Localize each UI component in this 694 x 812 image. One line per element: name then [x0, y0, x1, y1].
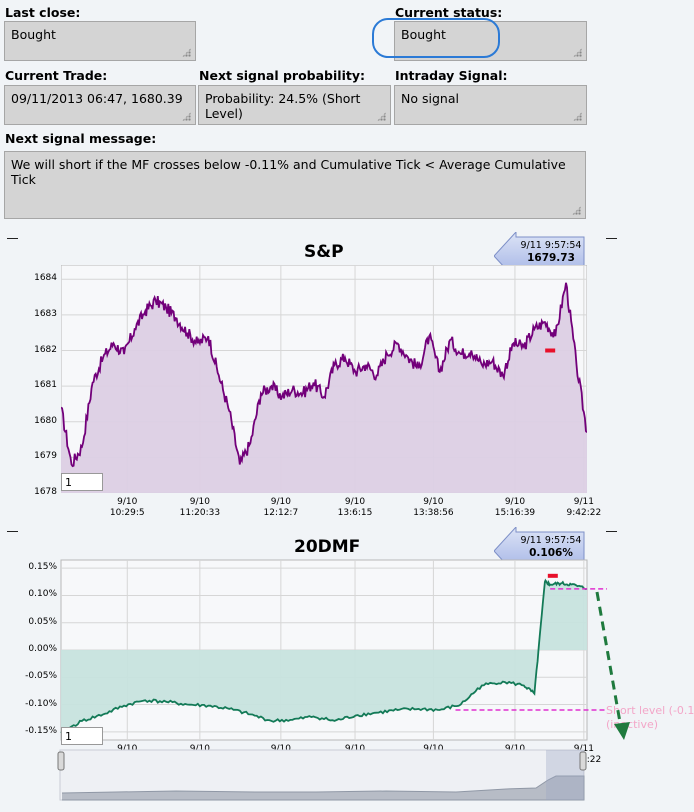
- mf-y-tick: 0.05%: [28, 616, 57, 627]
- x-tick-date: 9/10: [189, 497, 210, 507]
- x-tick-date: 9/10: [117, 744, 138, 754]
- sp-y-tick: 1682: [34, 344, 57, 355]
- x-tick-date: 9/10: [117, 497, 138, 507]
- current-trade-value: 09/11/2013 06:47, 1680.39: [11, 91, 183, 106]
- mf-y-tick: 0.10%: [28, 589, 57, 600]
- mf-y-tick: 0.15%: [28, 562, 57, 573]
- sp-x-tick: 9/10 15:16:39: [480, 497, 550, 519]
- mf-y-tick: -0.15%: [25, 725, 57, 736]
- current-status-value: Bought: [401, 27, 446, 42]
- current-trade-field[interactable]: 09/11/2013 06:47, 1680.39: [4, 85, 196, 125]
- sp-x-tick: 9/11 9:42:22: [549, 497, 619, 519]
- sp-x-tick: 9/10 12:12:7: [246, 497, 316, 519]
- resize-grip-icon[interactable]: [377, 112, 386, 121]
- x-tick-time: 15:16:39: [494, 508, 536, 518]
- mf-chart-plot[interactable]: [60, 559, 607, 741]
- mf-chart-title: 20DMF: [294, 537, 361, 557]
- last-close-field[interactable]: Bought: [4, 21, 196, 61]
- mf-area: [61, 580, 587, 733]
- next-signal-probability-label: Next signal probability:: [199, 68, 365, 83]
- mf-tooltip: 9/11 9:57:54 0.106%: [516, 535, 586, 560]
- resize-grip-icon[interactable]: [573, 112, 582, 121]
- sp-y-tick: 1680: [34, 415, 57, 426]
- x-tick-time: 13:6:15: [337, 508, 373, 518]
- x-tick-time: 13:38:56: [413, 508, 454, 518]
- sp-tooltip-value: 1679.73: [527, 252, 575, 264]
- x-tick-date: 9/10: [504, 744, 526, 754]
- sp-y-tick: 1679: [34, 451, 57, 462]
- x-tick-date: 9/10: [504, 497, 526, 507]
- x-tick-time: 11:20:33: [179, 508, 221, 518]
- short-level-label: Short level (-0.1: [606, 704, 694, 717]
- x-tick-time: 9:42:22: [566, 508, 602, 518]
- range-navigator[interactable]: [56, 748, 588, 802]
- x-tick-date: 9/10: [270, 497, 291, 507]
- next-signal-probability-field[interactable]: Probability: 24.5% (Short Level): [198, 85, 391, 125]
- sp-y-tick: 1683: [34, 308, 57, 319]
- range-handle-left-icon[interactable]: [57, 751, 65, 771]
- intraday-signal-label: Intraday Signal:: [395, 68, 508, 83]
- next-signal-probability-value: Probability: 24.5% (Short Level): [205, 91, 361, 121]
- sp-tooltip-time: 9/11 9:57:54: [520, 240, 582, 251]
- sp-chart-title: S&P: [304, 242, 344, 262]
- x-tick-date: 9/11: [573, 497, 594, 507]
- x-tick-date: 9/10: [189, 744, 210, 754]
- collapse-icon[interactable]: [606, 531, 617, 532]
- last-close-value: Bought: [11, 27, 56, 42]
- collapse-icon[interactable]: [7, 531, 18, 532]
- resize-grip-icon[interactable]: [182, 48, 191, 57]
- mf-tooltip-time: 9/11 9:57:54: [520, 535, 582, 546]
- x-tick-date: 9/10: [270, 744, 291, 754]
- short-arrow-annotation: [595, 591, 630, 740]
- sp-x-tick: 9/10 10:29:5: [92, 497, 162, 519]
- x-tick-date: 9/10: [423, 744, 444, 754]
- arrow-head-icon: [614, 722, 630, 740]
- x-tick-time: 12:12:7: [263, 508, 299, 518]
- sp-y-tick: 1678: [34, 487, 57, 497]
- x-tick-date: 9/10: [423, 497, 444, 507]
- mf-tooltip-value: 0.106%: [529, 547, 573, 559]
- current-status-field[interactable]: Bought: [394, 21, 587, 61]
- intraday-signal-value: No signal: [401, 91, 459, 106]
- mf-y-tick: 0.00%: [28, 644, 57, 654]
- resize-grip-icon[interactable]: [573, 48, 582, 57]
- resize-grip-icon[interactable]: [182, 112, 191, 121]
- mf-period-input[interactable]: 1: [61, 727, 103, 745]
- status-highlight-oval: [372, 18, 500, 58]
- mf-current-marker: [547, 573, 558, 578]
- sp-y-tick: 1681: [34, 380, 57, 391]
- collapse-icon[interactable]: [7, 238, 18, 239]
- next-signal-message-value: We will short if the MF crosses below -0…: [11, 157, 566, 187]
- sp-x-tick: 9/10 13:6:15: [320, 497, 390, 519]
- x-tick-date: 9/11: [573, 744, 594, 754]
- sp-tooltip: 9/11 9:57:54 1679.73: [516, 240, 586, 265]
- sp-x-tick: 9/10 11:20:33: [165, 497, 235, 519]
- next-signal-message-field[interactable]: We will short if the MF crosses below -0…: [4, 151, 586, 219]
- x-tick-date: 9/10: [344, 744, 366, 754]
- sp-area: [61, 282, 587, 493]
- x-tick-time: 10:29:5: [109, 508, 145, 518]
- next-signal-message-label: Next signal message:: [5, 131, 157, 146]
- sp-x-tick: 9/10 13:38:56: [398, 497, 468, 519]
- collapse-icon[interactable]: [606, 238, 617, 239]
- mf-series-line: [60, 578, 588, 734]
- current-status-label: Current status:: [395, 5, 503, 20]
- current-trade-label: Current Trade:: [5, 68, 108, 83]
- resize-grip-icon[interactable]: [572, 206, 581, 215]
- sp-series-line: [61, 282, 587, 468]
- mf-y-tick: -0.05%: [25, 671, 57, 682]
- range-handle-right-icon[interactable]: [579, 751, 587, 771]
- last-close-label: Last close:: [5, 5, 81, 20]
- sp-current-marker: [545, 348, 556, 353]
- sp-y-tick: 1684: [34, 273, 57, 284]
- sp-period-input[interactable]: 1: [61, 473, 103, 491]
- intraday-signal-field[interactable]: No signal: [394, 85, 587, 125]
- x-tick-date: 9/10: [344, 497, 366, 507]
- sp-chart-plot[interactable]: [61, 265, 587, 493]
- mf-y-tick: -0.10%: [25, 698, 57, 709]
